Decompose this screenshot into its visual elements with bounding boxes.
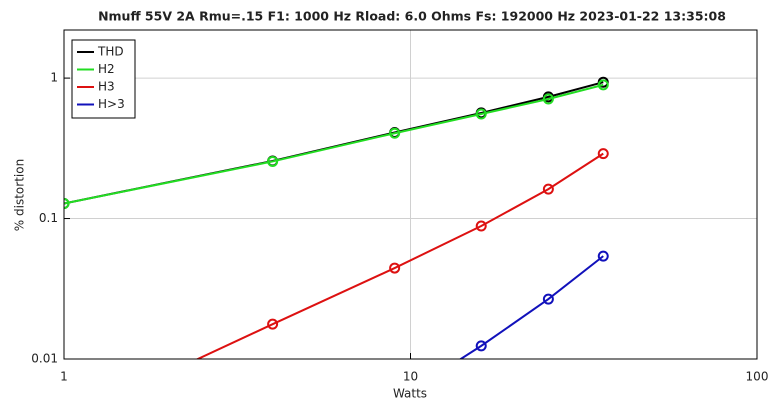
data-point [389,262,401,274]
data-point [597,148,609,160]
y-tick-label: 0.1 [39,211,58,225]
plot-area [64,76,609,359]
data-point [475,220,487,232]
data-point [597,250,609,262]
data-point [597,79,609,91]
legend-label: H2 [98,62,115,76]
plot-frame [63,29,758,360]
y-tick-label: 0.01 [31,352,58,366]
series-line [458,255,604,359]
x-tick-label: 1 [60,370,68,384]
data-point [475,340,487,352]
y-tick-label: 1 [50,71,58,85]
data-point [475,108,487,120]
chart-title: Nmuff 55V 2A Rmu=.15 F1: 1000 Hz Rload: … [98,9,726,24]
y-axis-label: % distortion [13,159,27,231]
legend: THD H2 H3 H>3 [71,39,136,119]
x-axis-label: Watts [393,387,427,401]
data-point [267,318,279,330]
data-point [267,155,279,167]
series-line [195,152,604,359]
x-tick-label: 100 [746,370,769,384]
data-point [542,93,554,105]
data-point [542,183,554,195]
series-line [64,83,604,205]
data-point [389,127,401,139]
legend-label: H3 [98,80,115,94]
legend-label: H>3 [98,97,125,111]
x-tick-label: 10 [403,370,418,384]
data-point [542,293,554,305]
data-point [64,197,70,209]
legend-label: THD [97,45,124,59]
